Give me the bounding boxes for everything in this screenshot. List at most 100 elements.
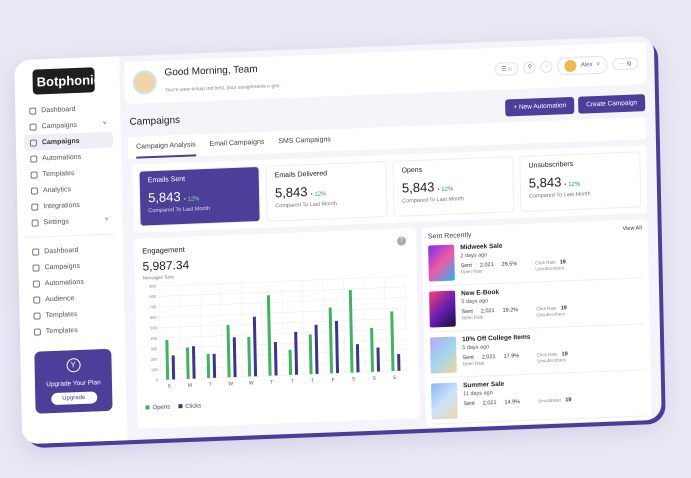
team-avatar (132, 69, 157, 95)
opens-bar (185, 347, 190, 379)
sent-value: 2,021 (482, 400, 497, 407)
stat-change: • 12% (183, 196, 200, 203)
campaign-metrics: Sent 2,021 Open Rate 26.5% Click Rate 19 Unsub… (460, 259, 565, 274)
campaign-thumbnail (430, 336, 457, 374)
user-menu[interactable]: Alex ˅ (557, 55, 608, 76)
chart-icon (29, 138, 38, 147)
gridline (240, 282, 244, 377)
gridline (281, 281, 285, 376)
open-rate-label: Open Rate (460, 268, 483, 275)
gridline (404, 276, 408, 371)
stat-number: 5,843 (274, 184, 308, 201)
gear-icon (33, 327, 41, 336)
clicks-bar (314, 324, 319, 374)
campaign-item[interactable]: 10% Off College Items 5 days ago Sent 2,021… (429, 324, 645, 379)
more-button[interactable]: ··· ig (611, 57, 639, 71)
audience-icon (33, 295, 41, 304)
chevron-down-icon: ˅ (102, 120, 107, 127)
clicks-bar (294, 331, 299, 375)
open-rate-label: Open Rate (462, 360, 485, 367)
gridline (302, 280, 305, 375)
gear-icon (30, 186, 39, 195)
upgrade-button[interactable]: Upgrade (50, 391, 97, 406)
flow-icon (32, 279, 40, 288)
sidebar-nav: Dashboard Campaigns ˅ Campaigns Automations T… (23, 100, 115, 231)
campaign-item[interactable]: Midweek Sale 2 days ago Sent 2,021 Open Rate… (428, 232, 643, 287)
create-campaign-button[interactable]: Create Campaign (578, 94, 646, 114)
sidebar-item-label: Audience (45, 294, 75, 303)
sidebar-item-label: Templates (42, 169, 75, 178)
legend-label: Clicks (185, 403, 202, 410)
sidebar-item-templates[interactable]: Templates (28, 321, 117, 340)
opens-bar (370, 327, 375, 372)
mail-icon (29, 122, 37, 131)
clicks-bar (232, 337, 237, 378)
campaign-item[interactable]: New E-Book 5 days ago Sent 2,021 Open Rate 19… (428, 278, 644, 333)
campaign-date: 5 days ago (461, 298, 489, 306)
clicks-bar (376, 347, 381, 372)
tab-sms-campaigns[interactable]: SMS Campaigns (278, 136, 331, 146)
gridline (199, 284, 203, 379)
stat-number: 5,843 (528, 174, 562, 191)
stat-caption: Compared To Last Month (529, 191, 591, 200)
upgrade-title: Upgrade Your Plan (46, 379, 101, 389)
clicks-bar (252, 316, 258, 377)
bell-icon[interactable]: ◌ (540, 60, 553, 74)
stat-value: 5,843 • 12% (148, 186, 251, 205)
stat-card-emails-delivered[interactable]: Emails Delivered 5,843 • 12% Compared To La… (265, 161, 388, 222)
stat-caption: Compared To Last Month (275, 201, 337, 210)
opens-bar (348, 289, 354, 373)
chevron-down-icon: ˅ (104, 216, 109, 223)
unsubscribers-label: Unsubscribers (536, 311, 566, 318)
tab-campaign-analysis[interactable]: Campaign Analysis (135, 141, 196, 159)
clicks-bar (355, 344, 360, 373)
stat-caption: Compared To Last Month (148, 205, 211, 215)
campaign-item[interactable]: Summer Sale 11 days ago Sent 2,021 14.9% Unsu… (430, 370, 646, 425)
gridline (220, 283, 223, 378)
x-tick-label: S (168, 383, 172, 389)
open-rate-value: 26.5% (501, 261, 518, 268)
campaign-thumbnail (431, 382, 458, 420)
sidebar-item-label: Campaigns (44, 262, 81, 271)
stat-card-opens[interactable]: Opens 5,843 • 12% Compared To Last Month (392, 156, 515, 217)
stat-title: Unsubscribers (528, 160, 574, 170)
x-tick-label: T (209, 382, 212, 388)
y-tick-label: 500 (150, 325, 158, 330)
new-automation-button[interactable]: + New Automation (505, 96, 575, 117)
sent-label: Sent (463, 400, 475, 408)
campaign-metrics: Sent 2,021 Open Rate 17.9% Click Rate 19 Unsub… (462, 351, 567, 366)
sidebar-item-label: Campaigns (41, 121, 78, 130)
stat-change: • 12% (564, 181, 581, 189)
campaign-info: 10% Off College Items 5 days ago Sent 2,021… (462, 332, 568, 371)
view-toggle[interactable]: ☰ ⌂ (494, 61, 520, 76)
view-all-link[interactable]: View All (622, 225, 642, 233)
stat-card-emails-sent[interactable]: Emails Sent 5,843 • 12% Compared To Last Mo… (138, 165, 261, 227)
sidebar-item-label: Dashboard (44, 246, 79, 255)
gridline (322, 279, 326, 374)
template-icon (30, 170, 38, 179)
legend-label: Opens (152, 404, 171, 412)
x-tick-label: S (393, 375, 397, 381)
stat-caption: Compared To Last Month (402, 196, 464, 205)
clock-icon (29, 106, 37, 115)
search-icon[interactable]: ⚲ (523, 61, 536, 74)
sidebar-item-settings[interactable]: Settings ˅ (25, 212, 114, 231)
stat-change: • 12% (310, 191, 327, 199)
legend-item: Opens (145, 405, 170, 412)
unsubscribers-label: Unsubscribers (537, 357, 567, 364)
stat-title: Opens (401, 166, 423, 175)
legend-item: Clicks (178, 403, 201, 410)
x-tick-label: S (352, 376, 356, 382)
opens-bar (226, 325, 231, 378)
sidebar-item-label: Campaigns (41, 137, 80, 146)
stat-number: 5,843 (147, 189, 181, 206)
gridline (158, 285, 162, 380)
sent-metric: Sent 2,021 Open Rate (461, 308, 494, 320)
greeting-subtitle: You're wew entuip ind best, your assignm… (164, 82, 281, 94)
opens-bar (328, 307, 334, 374)
tab-email-campaigns[interactable]: Email Campaigns (209, 138, 265, 148)
x-tick-label: F (332, 377, 335, 383)
x-tick-label: T (291, 379, 294, 385)
mail-icon (32, 263, 40, 272)
stat-card-unsubscribers[interactable]: Unsubscribers 5,843 • 12% Compared To Last … (519, 151, 642, 212)
